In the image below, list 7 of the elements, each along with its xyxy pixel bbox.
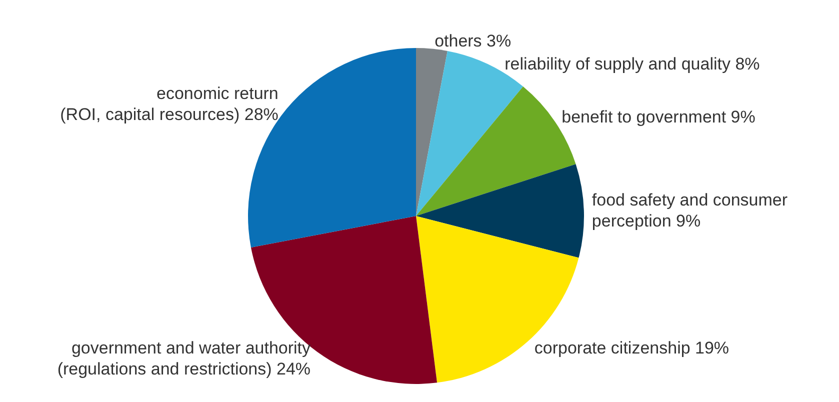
slice-label: benefit to government 9%: [562, 108, 756, 127]
slice-label: economic return (ROI, capital resources) 28%: [60, 84, 278, 124]
slice-label: food safety and consumer perception 9%: [592, 190, 788, 230]
slice-label: corporate citizenship 19%: [534, 338, 730, 358]
slice-label: others 3%: [434, 31, 512, 50]
slice-label: reliability of supply and quality 8%: [504, 54, 760, 74]
slice-label: government and water authority (regulations and restrictions) 24%: [57, 338, 312, 378]
